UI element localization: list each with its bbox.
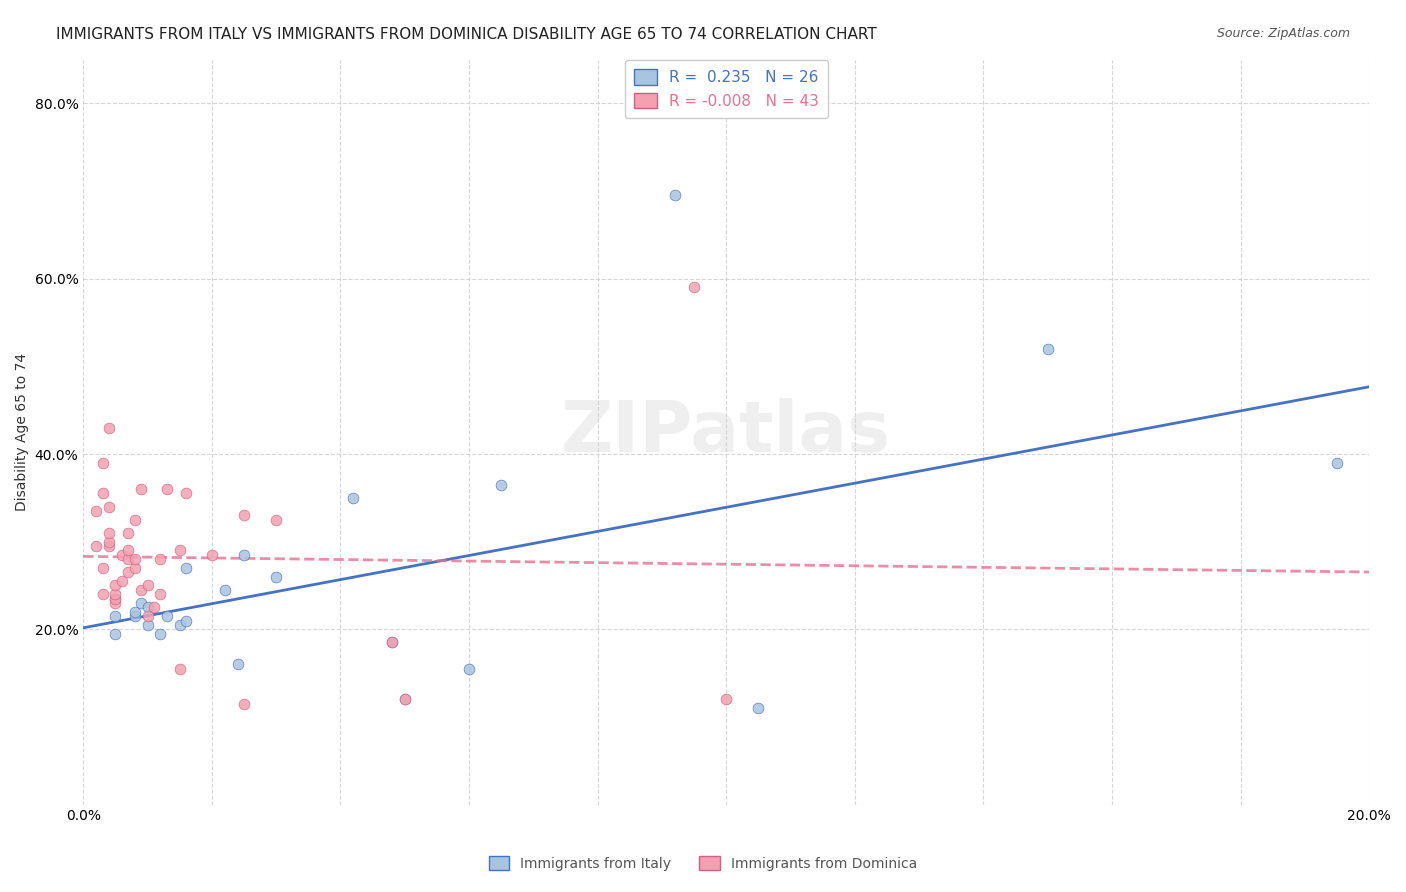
Point — [84, 539, 107, 553]
Point — [489, 477, 512, 491]
Point — [747, 701, 769, 715]
Point — [104, 591, 127, 606]
Point — [136, 609, 159, 624]
Point — [117, 552, 139, 566]
Point — [104, 596, 127, 610]
Point — [98, 421, 121, 435]
Point — [169, 618, 191, 632]
Point — [136, 618, 159, 632]
Point — [84, 504, 107, 518]
Point — [716, 692, 738, 706]
Point — [381, 635, 404, 649]
Point — [91, 486, 114, 500]
Point — [136, 600, 159, 615]
Point — [104, 587, 127, 601]
Text: Source: ZipAtlas.com: Source: ZipAtlas.com — [1216, 27, 1350, 40]
Point — [149, 552, 172, 566]
Point — [104, 591, 127, 606]
Point — [91, 456, 114, 470]
Point — [104, 578, 127, 592]
Point — [394, 692, 416, 706]
Point — [664, 188, 686, 202]
Point — [124, 609, 146, 624]
Point — [174, 614, 197, 628]
Point — [129, 596, 152, 610]
Point — [683, 280, 706, 294]
Point — [381, 635, 404, 649]
Point — [226, 657, 249, 672]
Point — [124, 561, 146, 575]
Point — [233, 697, 256, 711]
Point — [233, 548, 256, 562]
Y-axis label: Disability Age 65 to 74: Disability Age 65 to 74 — [15, 353, 30, 511]
Point — [342, 491, 364, 505]
Point — [233, 508, 256, 523]
Text: ZIPatlas: ZIPatlas — [561, 398, 891, 467]
Point — [98, 525, 121, 540]
Point — [98, 534, 121, 549]
Point — [156, 482, 179, 496]
Point — [174, 486, 197, 500]
Legend: R =  0.235   N = 26, R = -0.008   N = 43: R = 0.235 N = 26, R = -0.008 N = 43 — [624, 60, 828, 118]
Point — [174, 561, 197, 575]
Point — [124, 513, 146, 527]
Point — [264, 570, 287, 584]
Point — [169, 662, 191, 676]
Point — [264, 513, 287, 527]
Point — [104, 609, 127, 624]
Point — [91, 587, 114, 601]
Point — [136, 578, 159, 592]
Text: IMMIGRANTS FROM ITALY VS IMMIGRANTS FROM DOMINICA DISABILITY AGE 65 TO 74 CORREL: IMMIGRANTS FROM ITALY VS IMMIGRANTS FROM… — [56, 27, 877, 42]
Point — [156, 609, 179, 624]
Point — [91, 561, 114, 575]
Point — [98, 500, 121, 514]
Point — [117, 566, 139, 580]
Point — [111, 574, 134, 588]
Point — [124, 605, 146, 619]
Point — [394, 692, 416, 706]
Point — [104, 626, 127, 640]
Point — [201, 548, 224, 562]
Point — [149, 626, 172, 640]
Point — [214, 582, 236, 597]
Point — [129, 482, 152, 496]
Point — [117, 525, 139, 540]
Point — [98, 539, 121, 553]
Point — [1326, 456, 1348, 470]
Point — [111, 548, 134, 562]
Point — [117, 543, 139, 558]
Point — [124, 552, 146, 566]
Point — [458, 662, 481, 676]
Point — [149, 587, 172, 601]
Point — [129, 582, 152, 597]
Point — [169, 543, 191, 558]
Point — [143, 600, 166, 615]
Legend: Immigrants from Italy, Immigrants from Dominica: Immigrants from Italy, Immigrants from D… — [484, 850, 922, 876]
Point — [1036, 342, 1059, 356]
